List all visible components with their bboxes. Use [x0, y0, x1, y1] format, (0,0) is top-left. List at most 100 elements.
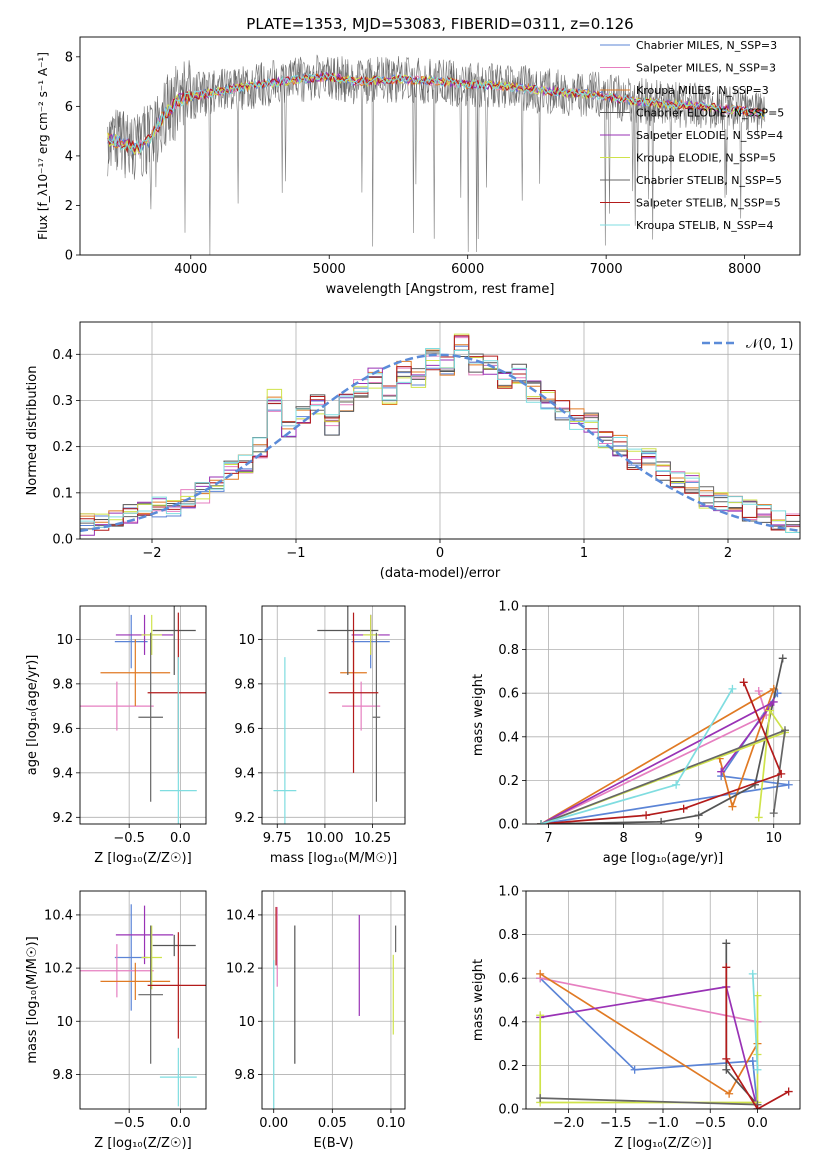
legend-entry: Salpeter ELODIE, N_SSP=4	[636, 129, 783, 142]
y-tick-label: 0.2	[498, 774, 519, 789]
y-tick-label: 10.4	[226, 908, 255, 923]
y-tick-label: 9.8	[52, 1068, 73, 1083]
y-tick-label: 8	[65, 50, 73, 65]
x-tick-label: 10.00	[306, 831, 343, 846]
y-tick-label: 0.8	[498, 928, 519, 943]
y-tick-label: 0.4	[498, 1015, 519, 1030]
axes-frame	[525, 890, 801, 1110]
weight-marker	[784, 1087, 793, 1096]
x-axis-label: wavelength [Angstrom, rest frame]	[326, 282, 555, 297]
y-tick-label: 10.2	[44, 962, 73, 977]
x-axis-label: (data-model)/error	[380, 566, 501, 581]
panel-spectrum: 4000 5000 6000 7000 8000 0 2 4 6 8 wavelength [Ang…	[36, 36, 801, 297]
weight-marker	[722, 963, 731, 972]
normal-curve	[80, 353, 800, 533]
x-tick-label: 0.0	[170, 831, 191, 846]
y-tick-label: 4	[65, 149, 73, 164]
legend-entry: Chabrier STELIB, N_SSP=5	[636, 174, 782, 187]
weight-marker	[536, 969, 545, 978]
x-tick-label: 1	[580, 546, 588, 561]
y-axis-label: Flux [f_λ10⁻¹⁷ erg cm⁻² s⁻¹ A⁻¹]	[36, 52, 50, 240]
weight-marker	[769, 697, 778, 706]
figure-title: PLATE=1353, MJD=53083, FIBERID=0311, z=0…	[246, 15, 633, 33]
plot-area	[536, 939, 793, 1109]
y-tick-label: 0	[65, 249, 73, 264]
x-tick-label: −1	[286, 546, 305, 561]
y-tick-label: 9.6	[52, 722, 73, 737]
weight-line	[540, 686, 776, 824]
panel-mass_weight_vs_Z: −2.0 −1.5 −1.0 −0.5 0.0 0.0 0.2 0.4 0.6 0.8 1.0 Z […	[471, 885, 801, 1151]
y-tick-label: 10	[238, 633, 255, 648]
weight-marker	[753, 1065, 762, 1074]
plot-area	[80, 606, 206, 824]
y-tick-label: 9.4	[234, 766, 255, 781]
weight-marker	[672, 780, 681, 789]
x-tick-label: 9	[695, 831, 703, 846]
y-tick-label: 9.8	[234, 1068, 255, 1083]
x-tick-label: 0	[436, 546, 444, 561]
weight-marker	[536, 1094, 545, 1103]
y-tick-label: 9.2	[52, 811, 73, 826]
plot-area	[107, 54, 766, 255]
y-tick-label: 9.8	[234, 677, 255, 692]
axes-frame	[79, 890, 207, 1110]
y-axis-label: age [log₁₀(age/yr)]	[25, 655, 40, 776]
y-tick-label: 10.4	[44, 908, 73, 923]
x-tick-label: −2	[142, 546, 161, 561]
x-tick-label: 5000	[313, 262, 346, 277]
y-axis-label: mass [log₁₀(M/M☉)]	[25, 936, 40, 1063]
x-tick-label: 0.05	[318, 1116, 347, 1131]
legend-entry: Kroupa MILES, N_SSP=3	[636, 84, 769, 97]
x-tick-label: −1.5	[600, 1116, 632, 1131]
weight-marker	[679, 804, 688, 813]
plot-area	[273, 906, 397, 1109]
weight-marker	[536, 1011, 545, 1020]
legend-entry: Salpeter MILES, N_SSP=3	[636, 62, 776, 75]
weight-marker	[784, 780, 793, 789]
y-tick-label: 0.8	[498, 643, 519, 658]
y-tick-label: 9.6	[234, 722, 255, 737]
y-tick-label: 0.3	[52, 394, 73, 409]
axes-frame	[261, 605, 406, 825]
weight-marker	[728, 684, 737, 693]
x-tick-label: 0.10	[376, 1116, 405, 1131]
plot-area	[273, 606, 390, 824]
weight-line	[539, 977, 759, 1109]
weight-line	[540, 728, 787, 824]
x-axis-label: Z [log₁₀(Z/Z☉)]	[94, 1136, 191, 1151]
x-axis-label: E(B-V)	[313, 1136, 353, 1151]
y-tick-label: 1.0	[498, 885, 519, 900]
weight-marker	[754, 813, 763, 822]
x-axis-label: Z [log₁₀(Z/Z☉)]	[614, 1136, 711, 1151]
legend-entry: Kroupa ELODIE, N_SSP=5	[636, 152, 776, 165]
panel-mass_vs_EBV: 0.00 0.05 0.10 9.8 10 10.2 10.4 E(B-V)	[226, 890, 406, 1151]
weight-line	[751, 973, 759, 1070]
weight-marker	[769, 809, 778, 818]
legend-entry: Chabrier ELODIE, N_SSP=5	[636, 107, 784, 120]
plot-area	[80, 904, 206, 1107]
y-tick-label: 0.2	[52, 440, 73, 455]
x-tick-label: 0.00	[259, 1116, 288, 1131]
weight-marker	[630, 1065, 639, 1074]
weight-marker	[778, 654, 787, 663]
axes-frame	[79, 321, 801, 540]
axes-frame	[525, 605, 801, 825]
weight-line	[725, 943, 759, 1106]
weight-marker	[753, 1105, 762, 1109]
weight-line	[540, 1097, 758, 1106]
weight-marker	[694, 811, 703, 820]
y-tick-label: 10	[56, 633, 73, 648]
weight-marker	[728, 802, 737, 811]
weight-marker	[777, 769, 786, 778]
weight-marker	[780, 726, 789, 735]
weight-marker	[537, 820, 546, 824]
x-tick-label: −1.0	[647, 1116, 679, 1131]
x-tick-label: 2	[724, 546, 732, 561]
panel-mass_weight_vs_age: 7 8 9 10 0.0 0.2 0.4 0.6 0.8 1.0 age [log₁₀(age/yr…	[471, 600, 801, 866]
y-tick-label: 10	[56, 1015, 73, 1030]
y-tick-label: 0.0	[498, 1103, 519, 1118]
x-tick-label: 8000	[728, 262, 761, 277]
x-tick-label: 4000	[174, 262, 207, 277]
x-tick-label: 10	[765, 831, 782, 846]
